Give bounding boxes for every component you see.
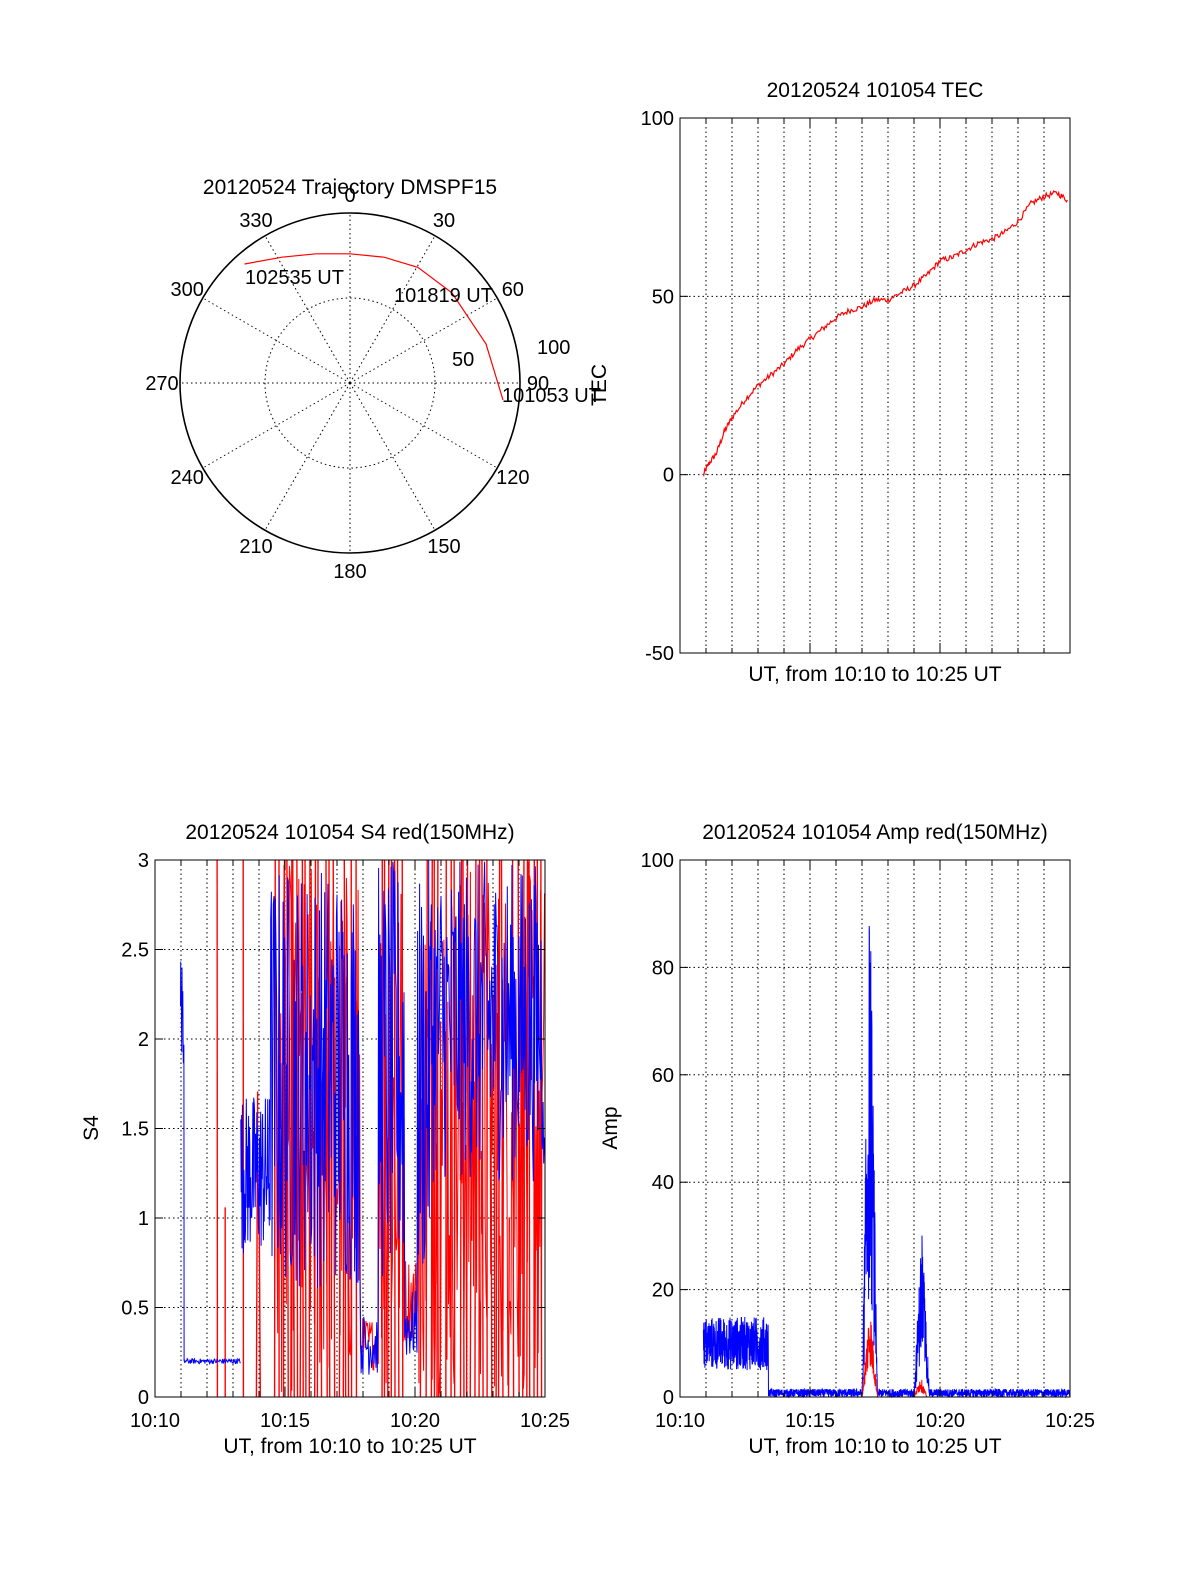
tec-plot-frame — [679, 117, 1071, 654]
polar-angle-label: 180 — [333, 561, 366, 583]
s4-panel: 20120524 101054 S4 red(150MHz) 0 0.5 1 1.5 2… — [80, 821, 570, 1458]
amp-blue-line — [702, 925, 1071, 1399]
polar-angle-label: 330 — [239, 210, 272, 232]
polar-spoke — [349, 382, 436, 531]
s4-red-stroke — [258, 1207, 261, 1398]
amp-ytick-label: 80 — [652, 957, 674, 979]
trajectory-label-mid: 101819 UT — [394, 285, 493, 307]
tec-x-axis-label: UT, from 10:10 to 10:25 UT — [748, 663, 1001, 686]
tec-ytick-label: 0 — [663, 465, 674, 487]
polar-grid-circle — [264, 297, 436, 469]
amp-ytick-label: 60 — [652, 1065, 674, 1087]
s4-blue-wiggle — [240, 1097, 270, 1254]
polar-angle-labels: 0 30 60 90 120 150 180 210 240 270 300 330 — [145, 185, 549, 583]
amp-y-ticks: 0 20 40 60 80 100 — [641, 850, 1070, 1409]
amp-xtick-label: 10:25 — [1045, 1410, 1095, 1432]
polar-spoke — [349, 297, 498, 384]
amp-ytick-label: 100 — [641, 850, 674, 872]
amp-ytick-label: 20 — [652, 1280, 674, 1302]
amp-xtick-label: 10:20 — [915, 1410, 965, 1432]
tec-y-ticks: -50 0 50 100 — [641, 108, 1071, 665]
s4-y-ticks: 0 0.5 1 1.5 2 2.5 3 — [121, 850, 545, 1409]
amp-xtick-label: 10:10 — [655, 1410, 705, 1432]
s4-red-stroke — [325, 859, 328, 1398]
polar-outer-circle — [179, 212, 521, 554]
polar-radial-label-100: 100 — [537, 337, 570, 359]
amp-title: 20120524 101054 Amp red(150MHz) — [702, 821, 1048, 844]
amp-blue-series — [702, 925, 1071, 1399]
amp-ytick-label: 40 — [652, 1172, 674, 1194]
amp-x-axis-label: UT, from 10:10 to 10:25 UT — [748, 1435, 1001, 1458]
tec-ytick-label: 50 — [652, 286, 674, 308]
polar-angle-label: 300 — [170, 279, 203, 301]
s4-ytick-label: 2.5 — [121, 940, 149, 962]
s4-ytick-label: 3 — [138, 850, 149, 872]
s4-red-stroke — [517, 859, 520, 1398]
tec-title: 20120524 101054 TEC — [767, 79, 984, 102]
tec-ytick-label: 100 — [641, 108, 674, 130]
s4-ytick-label: 0.5 — [121, 1298, 149, 1320]
s4-xtick-label: 10:15 — [260, 1410, 310, 1432]
polar-radial-label-50: 50 — [452, 349, 474, 371]
polar-angle-label: 90 — [527, 373, 549, 395]
s4-x-axis-label: UT, from 10:10 to 10:25 UT — [223, 1435, 476, 1458]
s4-ytick-label: 1.5 — [121, 1119, 149, 1141]
s4-xtick-label: 10:25 — [520, 1410, 570, 1432]
s4-x-ticks: 10:10 10:15 10:20 10:25 — [130, 860, 570, 1432]
trajectory-label-start: 101053 UT — [502, 385, 601, 407]
amp-x-ticks: 10:10 10:15 10:20 10:25 — [655, 860, 1095, 1432]
polar-spoke — [349, 382, 498, 469]
polar-angle-label: 60 — [502, 279, 524, 301]
s4-title: 20120524 101054 S4 red(150MHz) — [185, 821, 514, 844]
polar-angle-label: 210 — [239, 536, 272, 558]
polar-spoke — [202, 297, 351, 384]
s4-xtick-label: 10:20 — [390, 1410, 440, 1432]
trajectory-label-end: 102535 UT — [245, 267, 344, 289]
amp-plot-frame — [679, 859, 1071, 1398]
polar-angle-label: 0 — [344, 185, 355, 207]
polar-angle-label: 240 — [170, 467, 203, 489]
polar-spoke — [349, 235, 436, 384]
amp-panel: 20120524 101054 Amp red(150MHz) 0 20 40 60 8… — [599, 821, 1095, 1458]
polar-angle-label: 270 — [145, 373, 178, 395]
polar-spoke — [202, 382, 351, 469]
amp-y-axis-label: Amp — [599, 1106, 622, 1149]
s4-blue-spike — [180, 961, 185, 1362]
s4-ytick-label: 0 — [138, 1387, 149, 1409]
polar-angle-label: 150 — [427, 536, 460, 558]
polar-title: 20120524 Trajectory DMSPF15 — [203, 176, 497, 199]
tec-grid — [680, 118, 1070, 653]
polar-angle-label: 30 — [433, 210, 455, 232]
tec-panel: 20120524 101054 TEC -50 0 50 100 TEC UT, fr… — [588, 79, 1071, 686]
s4-ytick-label: 2 — [138, 1029, 149, 1051]
amp-ytick-label: 0 — [663, 1387, 674, 1409]
s4-blue-series — [180, 860, 545, 1375]
tec-ytick-label: -50 — [645, 643, 674, 665]
tec-y-axis-label: TEC — [588, 364, 611, 406]
s4-xtick-label: 10:10 — [130, 1410, 180, 1432]
s4-blue-dense — [268, 860, 545, 1375]
s4-blue-baseline — [183, 1357, 241, 1366]
trajectory-line — [244, 253, 504, 401]
s4-red-stroke — [419, 1098, 423, 1398]
s4-ytick-label: 1 — [138, 1208, 149, 1230]
s4-y-axis-label: S4 — [80, 1115, 103, 1141]
tec-series-line — [702, 190, 1068, 478]
amp-xtick-label: 10:15 — [785, 1410, 835, 1432]
polar-grid — [179, 212, 521, 554]
polar-angle-label: 120 — [496, 467, 529, 489]
polar-spoke — [264, 382, 351, 531]
polar-spoke — [264, 235, 351, 384]
polar-panel: 20120524 Trajectory DMSPF15 0 30 60 90 120 15… — [145, 176, 601, 583]
